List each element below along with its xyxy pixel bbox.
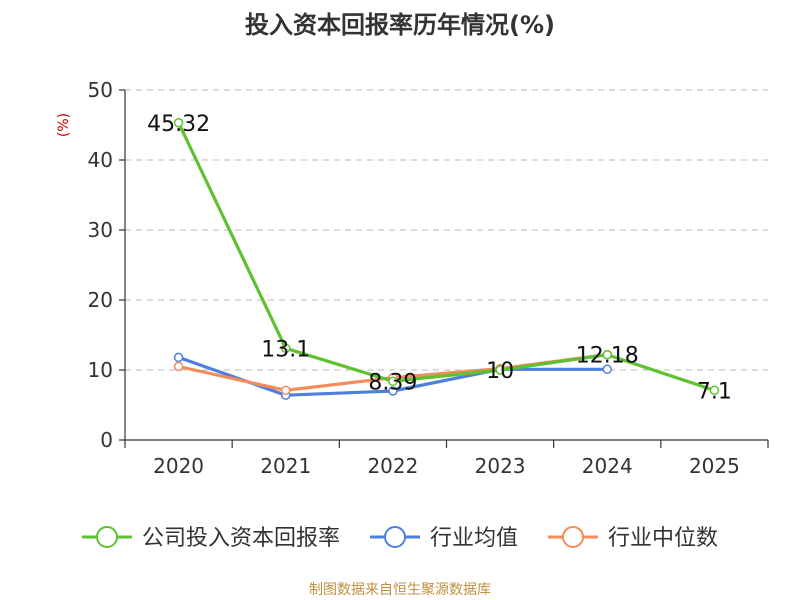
data-point-1-2020: [173, 352, 184, 363]
series-line-0: [177, 122, 715, 392]
data-label-2022: 8.39: [368, 370, 417, 395]
y-tick-label: 10: [88, 358, 113, 382]
data-point-1-2024: [602, 364, 612, 375]
x-tick-label-2021: 2021: [260, 454, 311, 478]
data-point-2-2021: [281, 385, 291, 396]
y-axis-unit-label: (%): [56, 113, 72, 137]
data-point-0-2020: [173, 118, 184, 128]
data-label-2025: 7.1: [697, 379, 732, 404]
data-point-0-2024: [602, 349, 612, 360]
legend-label: 行业中位数: [608, 526, 718, 551]
data-label-2024: 12.18: [576, 344, 639, 369]
legend-marker: [384, 526, 406, 548]
data-point-0-2021: [281, 343, 291, 354]
data-point-2-2020: [173, 361, 184, 372]
data-label-2021: 13.1: [261, 337, 310, 362]
legend-item-1: 行业均值: [370, 526, 518, 551]
data-label-2020: 45.32: [147, 112, 210, 137]
x-tick-label-2020: 2020: [153, 454, 204, 478]
y-tick-label: 30: [88, 218, 113, 242]
series-lines: [173, 118, 720, 400]
data-point-0-2022: [388, 376, 398, 387]
y-tick-label: 0: [100, 428, 113, 452]
grid-lines: [125, 89, 768, 371]
data-point-0-2023: [495, 365, 505, 375]
legend-marker: [96, 526, 118, 548]
source-note: 制图数据来自恒生聚源数据库: [309, 582, 491, 598]
legend-item-2: 行业中位数: [548, 526, 718, 551]
legend-label: 行业均值: [430, 526, 518, 551]
y-tick-label: 20: [88, 288, 113, 312]
legend-label: 公司投入资本回报率: [142, 526, 340, 551]
legend: 公司投入资本回报率 行业均值 行业中位数: [82, 526, 718, 551]
data-label-2023: 10: [486, 359, 514, 384]
data-point-1-2022: [388, 386, 398, 396]
chart-title: 投入资本回报率历年情况(%): [245, 11, 555, 39]
x-tick-label-2022: 2022: [367, 454, 418, 478]
axes: 0 10 20 30 40 50 2020 2021 2022 2023 2024 2025: [88, 78, 769, 478]
data-point-0-2025: [709, 385, 720, 396]
data-labels: 45.32 13.1 8.39 10 12.18 7.1: [147, 112, 732, 405]
x-tick-label-2024: 2024: [582, 454, 633, 478]
y-tick-label: 40: [88, 148, 113, 172]
y-tick-label: 50: [88, 78, 113, 102]
x-tick-label-2023: 2023: [475, 454, 526, 478]
x-tick-label-2025: 2025: [689, 454, 740, 478]
legend-marker: [562, 526, 584, 548]
legend-item-0: 公司投入资本回报率: [82, 526, 340, 551]
